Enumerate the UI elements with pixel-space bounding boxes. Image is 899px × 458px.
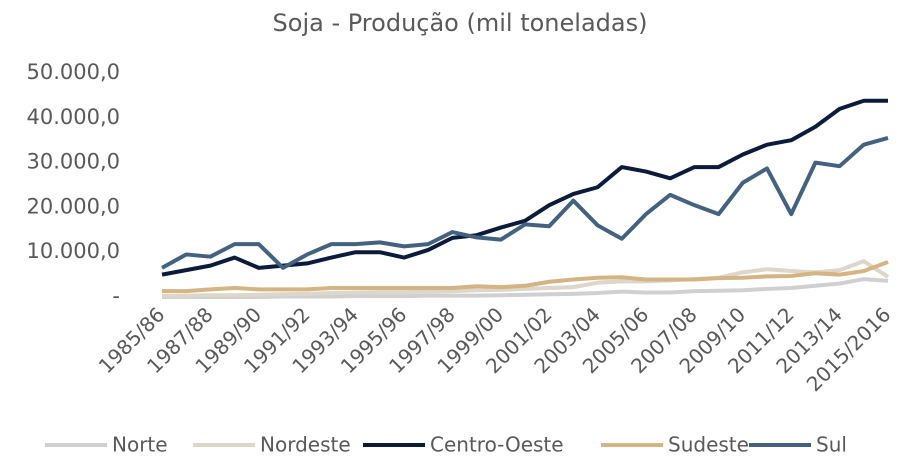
y-tick-label: 30.000,0 [26, 150, 120, 174]
series-line [162, 260, 889, 294]
series-line [161, 259, 890, 299]
series-line [161, 136, 889, 270]
legend-label: Centro-Oeste [430, 433, 564, 457]
legend-label: Norte [112, 433, 168, 457]
legend-label: Nordeste [260, 433, 351, 457]
y-tick-label: - [112, 284, 120, 308]
y-tick-label: 20.000,0 [26, 194, 120, 218]
chart-title: Soja - Produção (mil toneladas) [273, 9, 648, 37]
legend-label: Sul [816, 433, 847, 457]
y-tick-label: 40.000,0 [26, 105, 120, 129]
series-line [162, 277, 889, 299]
y-tick-label: 50.000,0 [26, 60, 120, 84]
legend-label: Sudeste [668, 433, 749, 457]
y-tick-label: 10.000,0 [26, 239, 120, 263]
